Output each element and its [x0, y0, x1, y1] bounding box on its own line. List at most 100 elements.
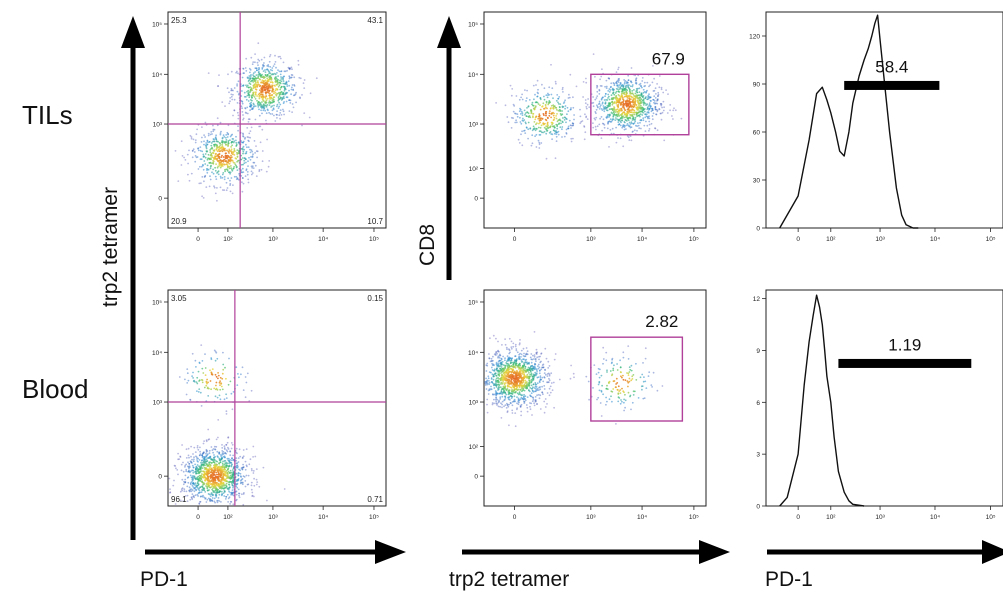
event-dot: [229, 491, 232, 494]
event-dot: [197, 391, 200, 393]
event-dot: [609, 118, 612, 121]
event-dot: [255, 67, 258, 70]
event-dot: [260, 81, 262, 84]
quadrant-top-right-percent: 0.15: [367, 294, 383, 303]
event-dot: [232, 467, 235, 470]
event-dot: [288, 76, 291, 79]
event-dot: [210, 131, 213, 133]
event-dot: [268, 60, 271, 63]
event-dot: [651, 81, 654, 84]
event-dot: [538, 358, 540, 361]
event-dot: [185, 463, 188, 466]
event-dot: [216, 150, 219, 153]
event-dot: [534, 363, 536, 366]
event-dot: [235, 498, 238, 501]
event-dot: [611, 400, 613, 403]
event-dot: [621, 400, 623, 403]
event-dot: [550, 113, 553, 115]
event-dot: [508, 403, 510, 406]
event-dot: [202, 168, 205, 171]
event-dot: [547, 92, 549, 95]
event-dot: [271, 88, 274, 90]
event-dot: [184, 378, 186, 381]
y-tick-label: 10⁵: [468, 21, 478, 28]
histogram-gate-bar: [844, 80, 940, 90]
event-dot: [228, 162, 231, 165]
event-dot: [221, 154, 223, 157]
event-dot: [543, 130, 546, 133]
event-dot: [514, 121, 517, 124]
event-dot: [212, 152, 215, 155]
event-dot: [611, 127, 614, 130]
event-dot: [178, 376, 181, 378]
event-dot: [294, 93, 297, 95]
event-dot: [230, 152, 233, 155]
event-dot: [243, 148, 246, 151]
event-dot: [217, 419, 220, 421]
event-dot: [624, 119, 627, 121]
event-dot: [540, 119, 542, 122]
event-dot: [242, 145, 245, 148]
event-dot: [535, 146, 538, 148]
event-dot: [226, 472, 229, 475]
event-dot: [534, 118, 537, 121]
event-dot: [228, 171, 231, 174]
event-dot: [280, 70, 282, 73]
event-dot: [531, 414, 533, 416]
event-dot: [200, 182, 202, 185]
event-dot: [493, 364, 495, 367]
event-dot: [623, 128, 626, 131]
event-dot: [660, 112, 662, 115]
event-dot: [626, 97, 629, 99]
event-dot: [514, 345, 517, 348]
plot-frame: [765, 11, 1003, 229]
event-dot: [248, 132, 251, 135]
event-dot: [198, 454, 201, 457]
event-dot: [216, 501, 219, 504]
event-dot: [529, 116, 532, 119]
event-dot: [210, 152, 213, 155]
event-dot: [240, 373, 242, 376]
event-dot: [219, 159, 222, 161]
event-dot: [601, 68, 603, 71]
event-dot: [252, 61, 255, 63]
event-dot: [592, 126, 595, 129]
event-dot: [252, 445, 255, 448]
event-dot: [217, 170, 220, 173]
event-dot: [277, 69, 279, 71]
event-dot: [534, 93, 536, 96]
event-dot: [598, 89, 601, 92]
event-dot: [547, 367, 550, 369]
event-dot: [221, 377, 224, 380]
event-dot: [629, 135, 632, 138]
event-dot: [607, 123, 609, 125]
event-dot: [645, 387, 648, 389]
event-dot: [249, 71, 251, 74]
event-dot: [523, 400, 525, 403]
event-dot: [546, 116, 549, 119]
event-dot: [213, 145, 216, 148]
event-dot: [210, 142, 213, 144]
event-dot: [647, 96, 649, 99]
event-dot: [530, 112, 533, 115]
event-dot: [632, 122, 635, 125]
event-dot: [599, 104, 602, 107]
event-dot: [232, 454, 235, 457]
event-dot: [216, 159, 219, 162]
event-dot: [524, 367, 526, 370]
event-dot: [204, 462, 207, 465]
event-dot: [208, 141, 211, 143]
event-dot: [241, 107, 244, 110]
event-dot: [567, 97, 570, 99]
event-dot: [584, 99, 587, 101]
event-dot: [546, 96, 549, 99]
event-dot: [252, 161, 255, 164]
event-dot: [601, 129, 603, 132]
event-dot: [227, 145, 229, 147]
event-dot: [505, 346, 508, 349]
event-dot: [199, 500, 202, 503]
event-dot: [549, 107, 552, 110]
event-dot: [595, 373, 598, 375]
event-dot: [189, 488, 192, 491]
